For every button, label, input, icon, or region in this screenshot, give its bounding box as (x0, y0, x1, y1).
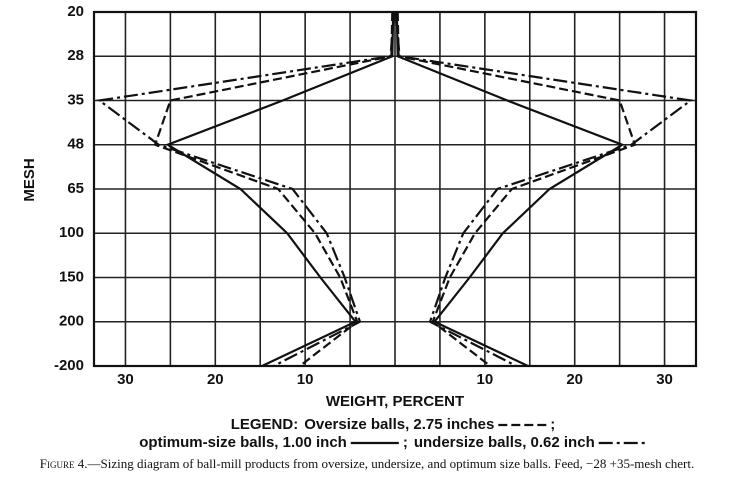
plot-frame (92, 10, 698, 368)
legend-separator: ; (403, 434, 408, 451)
x-tick-label: 30 (656, 371, 673, 388)
y-tick-label: 150 (59, 268, 84, 285)
legend-separator: ; (550, 416, 555, 433)
legend-label: undersize balls, 0.62 inch (414, 434, 595, 451)
legend-label: Oversize balls, 2.75 inches (304, 416, 494, 433)
x-tick-label: 10 (297, 371, 314, 388)
y-tick-label: 28 (67, 47, 84, 64)
series-line-right (396, 11, 637, 367)
series-line-left (153, 11, 394, 367)
y-tick-label: 35 (67, 91, 84, 108)
y-tick-label: 65 (67, 180, 84, 197)
legend-title: LEGEND: (231, 416, 299, 433)
legend-label: optimum-size balls, 1.00 inch (139, 434, 347, 451)
x-tick-label: 20 (207, 371, 224, 388)
series-line-right (395, 11, 625, 367)
caption-text: —Sizing diagram of ball-mill products fr… (87, 456, 695, 471)
chart: WEIGHT, PERCENT MESH 20 28 35 48 65 100 150 200… (21, 3, 698, 451)
caption-label: Figure 4. (39, 456, 88, 471)
series-line-left (96, 11, 396, 367)
x-tick-label: 10 (477, 371, 494, 388)
x-axis-label: WEIGHT, PERCENT (326, 393, 464, 410)
y-tick-label: -200 (54, 357, 84, 374)
caption: Figure 4.—Sizing diagram of ball-mill pr… (4, 456, 730, 471)
x-tick-label: 20 (566, 371, 583, 388)
series-line-left (165, 11, 395, 367)
y-tick-label: 100 (59, 224, 84, 241)
x-tick-label: 30 (117, 371, 134, 388)
y-axis-label: MESH (21, 158, 38, 201)
y-tick-label: 48 (67, 136, 84, 153)
y-tick-label: 200 (59, 313, 84, 330)
series-line-right (394, 11, 694, 367)
y-tick-label: 20 (67, 3, 84, 20)
